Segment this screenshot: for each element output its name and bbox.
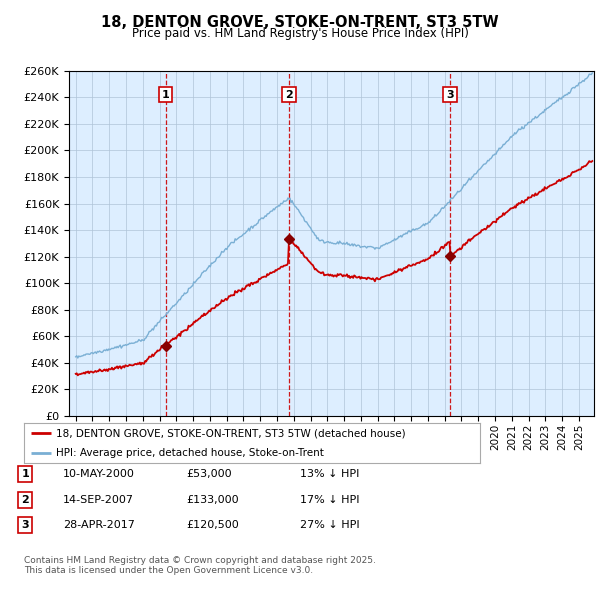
Text: 10-MAY-2000: 10-MAY-2000 bbox=[63, 470, 135, 479]
Text: Price paid vs. HM Land Registry's House Price Index (HPI): Price paid vs. HM Land Registry's House … bbox=[131, 27, 469, 40]
Text: 1: 1 bbox=[22, 470, 29, 479]
Text: 27% ↓ HPI: 27% ↓ HPI bbox=[300, 520, 359, 530]
Text: 3: 3 bbox=[446, 90, 454, 100]
Text: 1: 1 bbox=[162, 90, 169, 100]
Text: 13% ↓ HPI: 13% ↓ HPI bbox=[300, 470, 359, 479]
Text: 18, DENTON GROVE, STOKE-ON-TRENT, ST3 5TW (detached house): 18, DENTON GROVE, STOKE-ON-TRENT, ST3 5T… bbox=[56, 428, 406, 438]
Text: This data is licensed under the Open Government Licence v3.0.: This data is licensed under the Open Gov… bbox=[24, 566, 313, 575]
Text: Contains HM Land Registry data © Crown copyright and database right 2025.: Contains HM Land Registry data © Crown c… bbox=[24, 556, 376, 565]
Text: 3: 3 bbox=[22, 520, 29, 530]
Text: 2: 2 bbox=[285, 90, 293, 100]
Text: 17% ↓ HPI: 17% ↓ HPI bbox=[300, 495, 359, 504]
Text: 14-SEP-2007: 14-SEP-2007 bbox=[63, 495, 134, 504]
Text: 18, DENTON GROVE, STOKE-ON-TRENT, ST3 5TW: 18, DENTON GROVE, STOKE-ON-TRENT, ST3 5T… bbox=[101, 15, 499, 30]
Text: 2: 2 bbox=[22, 495, 29, 504]
Text: HPI: Average price, detached house, Stoke-on-Trent: HPI: Average price, detached house, Stok… bbox=[56, 448, 324, 458]
Text: 28-APR-2017: 28-APR-2017 bbox=[63, 520, 135, 530]
Text: £120,500: £120,500 bbox=[186, 520, 239, 530]
Text: £133,000: £133,000 bbox=[186, 495, 239, 504]
Text: £53,000: £53,000 bbox=[186, 470, 232, 479]
